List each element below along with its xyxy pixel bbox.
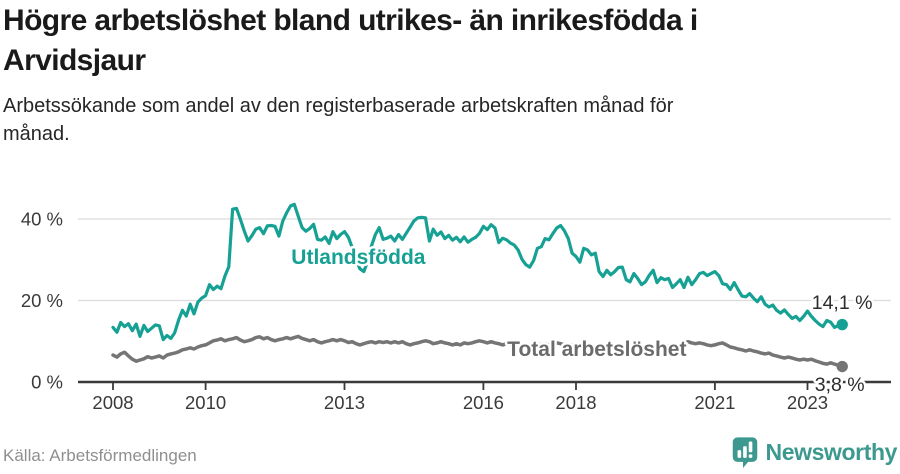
- y-tick-label-20: 20 %: [21, 290, 63, 311]
- series-line-utlandsfodda: [111, 202, 844, 342]
- x-tick-label-2010: 2010: [185, 392, 226, 413]
- y-tick-label-0: 0 %: [31, 372, 63, 393]
- x-tick-label-2013: 2013: [324, 392, 365, 413]
- series-end-dot-utlandsfodda: [836, 318, 848, 331]
- x-tick-label-2008: 2008: [92, 392, 133, 413]
- series-label-total: Total arbetslöshet: [507, 338, 686, 361]
- page-title-line2: Arvidsjaur: [3, 44, 146, 77]
- newsworthy-bubble-chart-icon: [732, 437, 757, 469]
- x-tick-label-2021: 2021: [694, 392, 735, 413]
- x-tick-label-2023: 2023: [787, 392, 828, 413]
- end-value-label-total: 3,8 %: [815, 374, 865, 396]
- newsworthy-logo: Newsworthy: [731, 436, 897, 469]
- page-title: Högre arbetslöshet bland utrikes- än inr…: [3, 1, 883, 81]
- series-label-utlandsfodda: Utlandsfödda: [291, 246, 425, 269]
- chart-subtitle-line2: månad.: [3, 123, 70, 145]
- chart-subtitle-line1: Arbetssökande som andel av den registerb…: [3, 95, 674, 117]
- x-tick-label-2016: 2016: [463, 392, 504, 413]
- chart-subtitle: Arbetssökande som andel av den registerb…: [3, 92, 863, 148]
- page-title-line1: Högre arbetslöshet bland utrikes- än inr…: [3, 4, 698, 37]
- series-line-total: [111, 334, 844, 369]
- end-value-label-utlandsfodda: 14,1 %: [812, 292, 873, 314]
- y-tick-label-40: 40 %: [21, 209, 63, 230]
- source-note: Källa: Arbetsförmedlingen: [3, 446, 197, 465]
- newsworthy-wordmark: Newsworthy: [765, 439, 898, 465]
- series-end-dot-total: [836, 360, 848, 373]
- x-tick-label-2018: 2018: [555, 392, 596, 413]
